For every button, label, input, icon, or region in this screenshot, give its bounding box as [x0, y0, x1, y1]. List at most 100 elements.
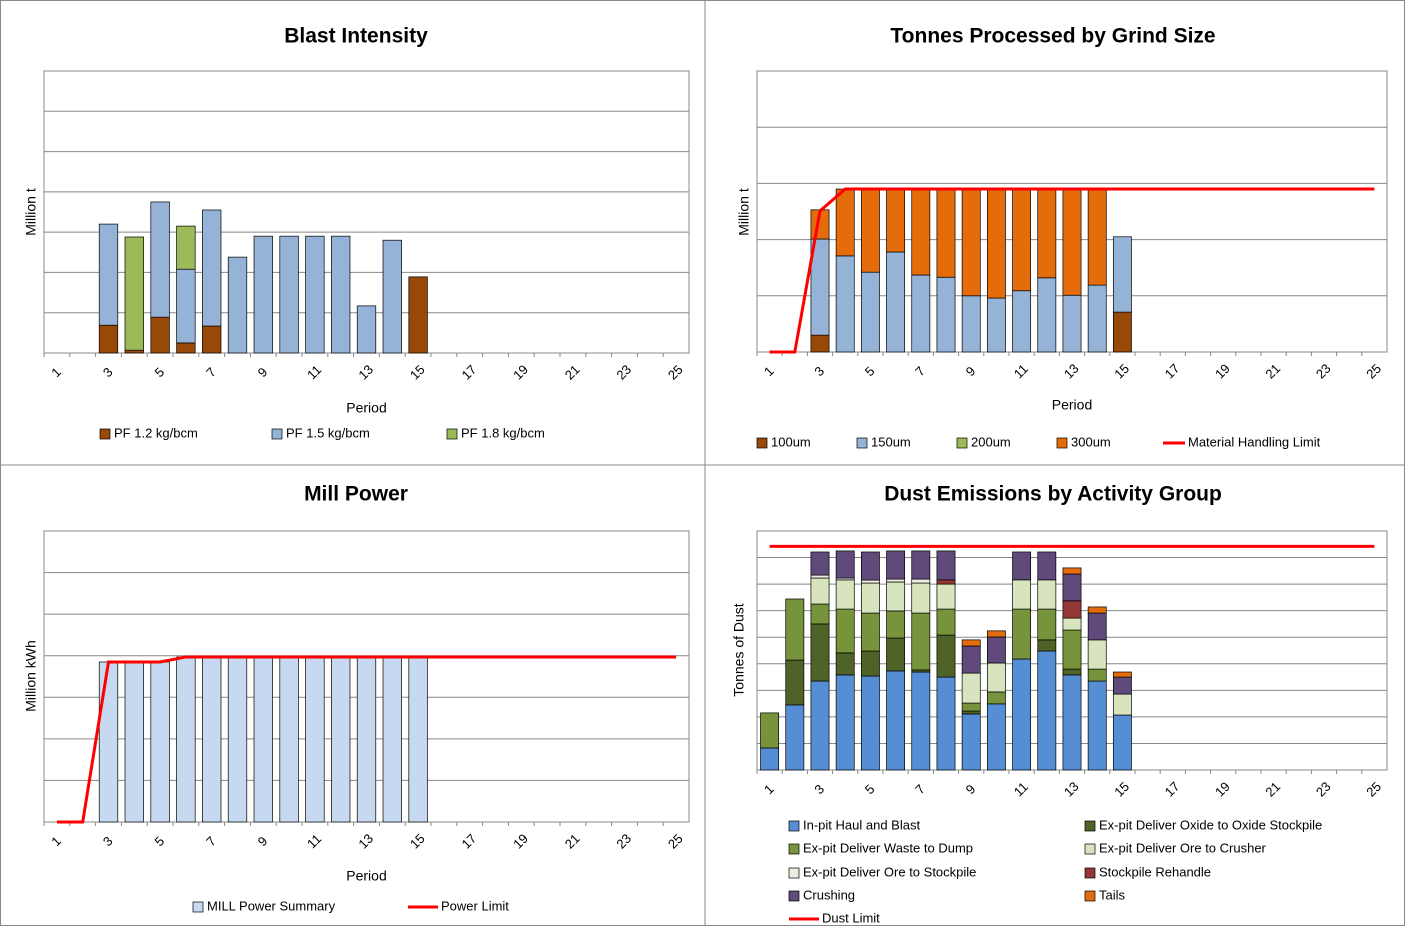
bar — [1037, 650, 1057, 771]
x-axis-label: Period — [346, 400, 386, 416]
bar — [886, 637, 906, 672]
bar — [911, 612, 931, 671]
bar — [1062, 600, 1082, 619]
bar — [961, 710, 981, 715]
bar — [936, 188, 956, 278]
legend-label: PF 1.8 kg/bcm — [461, 425, 545, 440]
legend-swatch — [756, 437, 768, 449]
bar — [1037, 277, 1057, 353]
bar — [279, 656, 299, 823]
bar — [176, 342, 196, 354]
bar — [936, 276, 956, 353]
bar — [1112, 236, 1132, 313]
bar — [886, 581, 906, 612]
legend-swatch — [856, 437, 868, 449]
bar — [1012, 290, 1032, 353]
legend-swatch — [956, 437, 968, 449]
bar — [253, 235, 273, 354]
bar — [227, 656, 248, 823]
legend-label: Dust Limit — [822, 910, 880, 925]
bar — [124, 661, 144, 823]
legend-swatch — [99, 428, 111, 440]
x-axis-label: Period — [346, 868, 386, 884]
bar — [279, 235, 299, 354]
bar — [1062, 674, 1082, 771]
legend-label: PF 1.5 kg/bcm — [286, 425, 370, 440]
bar — [1012, 579, 1032, 610]
chart-title: Mill Power — [304, 483, 408, 506]
bar — [408, 656, 428, 823]
legend-label: 100um — [771, 434, 811, 449]
legend-swatch — [271, 428, 283, 440]
bar — [886, 578, 906, 583]
bar — [810, 574, 830, 579]
bar — [1037, 551, 1057, 581]
legend-label: Stockpile Rehandle — [1099, 864, 1211, 879]
bar — [1062, 668, 1082, 676]
bar — [1112, 714, 1132, 771]
bar — [124, 236, 144, 351]
legend-swatch — [1084, 843, 1096, 855]
legend-swatch — [192, 901, 204, 913]
legend-swatch — [788, 890, 800, 902]
bar — [1062, 573, 1082, 602]
legend-label: Crushing — [803, 887, 855, 902]
bar — [356, 656, 377, 823]
bar — [986, 662, 1006, 693]
legend-label: PF 1.2 kg/bcm — [114, 425, 198, 440]
bar — [202, 209, 222, 327]
bar — [835, 255, 855, 353]
bar — [860, 675, 880, 771]
bar — [961, 713, 981, 771]
bar — [886, 610, 906, 639]
bar — [886, 550, 906, 580]
bar — [860, 650, 880, 677]
legend-label: Power Limit — [441, 898, 509, 913]
bar — [1087, 680, 1107, 771]
legend-swatch — [446, 428, 458, 440]
bar — [150, 201, 170, 318]
legend-swatch — [788, 843, 800, 855]
bar — [810, 334, 830, 353]
bar — [961, 295, 981, 353]
bar — [886, 670, 906, 771]
bar — [835, 608, 855, 654]
bar — [886, 188, 906, 253]
legend-swatch — [1084, 867, 1096, 879]
bar — [911, 578, 931, 584]
bar — [1062, 629, 1082, 670]
bar — [936, 676, 956, 771]
bar — [986, 188, 1006, 299]
bar — [1037, 188, 1057, 279]
bar — [860, 579, 880, 584]
bar — [1112, 671, 1132, 678]
bar — [860, 188, 880, 273]
bar — [382, 656, 402, 823]
bar — [860, 582, 880, 614]
legend-label: MILL Power Summary — [207, 898, 336, 913]
bar — [176, 656, 196, 823]
bar — [331, 656, 351, 823]
bar — [331, 235, 351, 354]
bar — [253, 656, 273, 823]
bar — [1087, 606, 1107, 614]
bar — [1062, 294, 1082, 353]
bar — [961, 645, 981, 674]
bar — [1087, 639, 1107, 670]
bar — [382, 239, 402, 354]
bar — [1012, 188, 1032, 292]
legend-swatch — [1084, 820, 1096, 832]
bar — [1062, 617, 1082, 631]
bar — [1087, 188, 1107, 286]
bar — [227, 256, 248, 354]
bar — [986, 297, 1006, 353]
bar — [986, 630, 1006, 638]
y-axis-label: Million t — [23, 188, 39, 236]
bar — [810, 577, 830, 605]
y-axis-label: Million kWh — [23, 640, 39, 712]
bar — [860, 551, 880, 581]
legend-label: In-pit Haul and Blast — [803, 817, 920, 832]
bar — [835, 188, 855, 257]
legend-swatch — [1056, 437, 1068, 449]
